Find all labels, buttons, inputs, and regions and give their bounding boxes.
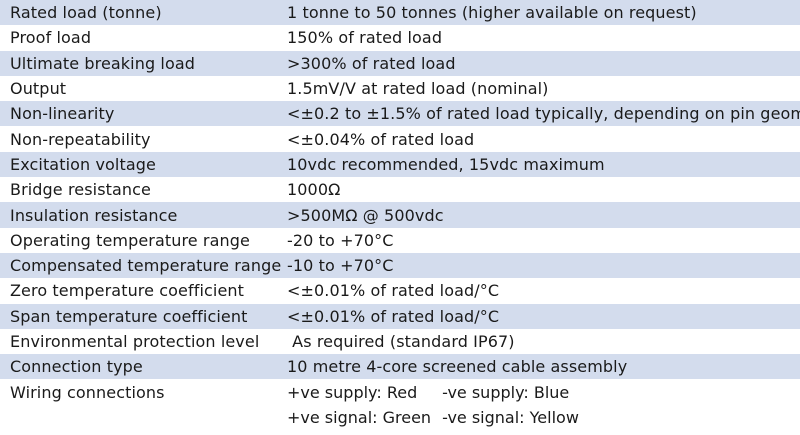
spec-row-rated-load: Rated load (tonne) 1 tonne to 50 tonnes … (0, 0, 800, 26)
spec-value: 1.5mV/V at rated load (nominal) (287, 79, 549, 99)
spec-row-zero-temperature-coefficient: Zero temperature coefficient <±0.01% of … (0, 278, 800, 304)
spec-row-connection-type: Connection type 10 metre 4-core screened… (0, 354, 800, 380)
spec-value: -20 to +70°C (287, 230, 394, 250)
spec-value: -10 to +70°C (287, 256, 394, 276)
spec-label: Ultimate breaking load (10, 53, 195, 73)
spec-row-proof-load: Proof load 150% of rated load (0, 25, 800, 51)
spec-value: 10 metre 4-core screened cable assembly (287, 357, 628, 377)
wiring-supply-negative: -ve supply: Blue (442, 382, 570, 402)
spec-label: Connection type (10, 357, 143, 377)
spec-row-insulation-resistance: Insulation resistance >500MΩ @ 500vdc (0, 202, 800, 228)
spec-row-output: Output 1.5mV/V at rated load (nominal) (0, 75, 800, 102)
spec-label: Zero temperature coefficient (10, 281, 245, 301)
spec-label: Wiring connections (10, 382, 165, 402)
spec-row-excitation-voltage: Excitation voltage 10vdc recommended, 15… (0, 151, 800, 178)
spec-label: Output (10, 79, 67, 99)
spec-value: 150% of rated load (287, 28, 443, 48)
spec-label: Insulation resistance (10, 205, 178, 225)
spec-label: Environmental protection level (10, 332, 260, 352)
spec-value: 10vdc recommended, 15vdc maximum (287, 154, 605, 174)
spec-value: >300% of rated load (287, 53, 456, 73)
spec-label: Span temperature coefficient (10, 306, 248, 326)
spec-value: <±0.01% of rated load/°C (287, 281, 500, 301)
wiring-signal-line: +ve signal: Green -ve signal: Yellow (287, 408, 579, 427)
spec-row-ultimate-breaking-load: Ultimate breaking load >300% of rated lo… (0, 50, 800, 76)
wiring-supply-positive: +ve supply: Red (287, 382, 418, 402)
wiring-signal-negative: -ve signal: Yellow (442, 407, 579, 427)
spec-row-environmental-protection: Environmental protection level As requir… (0, 328, 800, 355)
spec-value: >500MΩ @ 500vdc (287, 205, 444, 225)
spec-row-non-linearity: Non-linearity <±0.2 to ±1.5% of rated lo… (0, 101, 800, 127)
spec-row-non-repeatability: Non-repeatability <±0.04% of rated load (0, 126, 800, 152)
spec-label: Compensated temperature range (10, 256, 282, 276)
spec-value: <±0.01% of rated load/°C (287, 306, 500, 326)
spec-value: 1 tonne to 50 tonnes (higher available o… (287, 3, 697, 23)
spec-value: As required (standard IP67) (287, 332, 515, 352)
spec-row-wiring-connections: Wiring connections +ve supply: Red -ve s… (0, 379, 800, 430)
spec-label: Non-repeatability (10, 129, 151, 149)
spec-label: Proof load (10, 28, 92, 48)
wiring-supply-line: +ve supply: Red -ve supply: Blue (287, 383, 569, 402)
spec-value: <±0.2 to ±1.5% of rated load typically, … (287, 104, 800, 124)
spec-label: Rated load (tonne) (10, 3, 162, 23)
spec-value: 1000Ω (287, 180, 341, 200)
spec-row-compensated-temperature: Compensated temperature range -10 to +70… (0, 253, 800, 279)
spec-row-operating-temperature: Operating temperature range -20 to +70°C (0, 227, 800, 253)
spec-label: Non-linearity (10, 104, 115, 124)
spec-value: <±0.04% of rated load (287, 129, 475, 149)
spec-row-bridge-resistance: Bridge resistance 1000Ω (0, 177, 800, 203)
spec-label: Operating temperature range (10, 230, 250, 250)
spec-label: Excitation voltage (10, 154, 156, 174)
spec-label: Bridge resistance (10, 180, 151, 200)
spec-row-span-temperature-coefficient: Span temperature coefficient <±0.01% of … (0, 303, 800, 329)
wiring-signal-positive: +ve signal: Green (287, 407, 432, 427)
